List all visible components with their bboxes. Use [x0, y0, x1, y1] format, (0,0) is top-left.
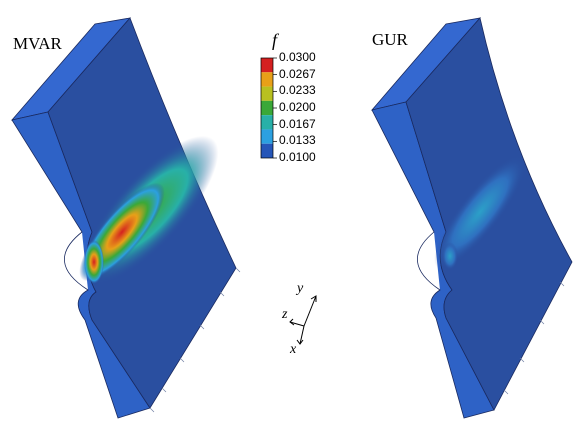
- axis-label-x: x: [290, 342, 297, 357]
- gur-side-hotspot: [442, 242, 458, 270]
- x-axis-arrow: [299, 325, 305, 345]
- colorbar: [260, 57, 277, 159]
- gur-specimen: [370, 17, 573, 419]
- colorbar-tick-label: 0.0233: [279, 83, 316, 98]
- mvar-edge-ticks: [149, 267, 241, 413]
- axes-triad: [289, 295, 317, 345]
- colorbar-tick-label: 0.0267: [279, 66, 316, 81]
- axis-label-z: z: [282, 307, 288, 322]
- mvar-title: MVAR: [13, 34, 62, 53]
- z-axis-arrow: [289, 321, 305, 327]
- axis-label-y: y: [297, 281, 304, 296]
- colorbar-swatch: [261, 129, 273, 144]
- gur-edge-ticks: [503, 281, 565, 395]
- colorbar-swatch: [261, 100, 273, 116]
- colorbar-tick-label: 0.0167: [279, 116, 316, 131]
- colorbar-swatch: [261, 115, 273, 130]
- gur-notch: [417, 231, 441, 291]
- colorbar-swatch: [261, 86, 273, 101]
- colorbar-tick-label: 0.0200: [279, 100, 316, 114]
- mvar-specimen: [10, 17, 241, 419]
- gur-faint-band: [434, 155, 526, 269]
- colorbar-title: f: [272, 30, 278, 50]
- colorbar-tick-label: 0.0100: [279, 150, 316, 164]
- colorbar-swatch: [261, 72, 273, 87]
- gur-title: GUR: [372, 30, 408, 49]
- colorbar-swatch: [261, 143, 273, 158]
- colorbar-tick-label: 0.0133: [279, 133, 316, 148]
- y-axis-arrow: [303, 295, 317, 327]
- mvar-side-hotspot: [84, 240, 104, 284]
- colorbar-swatch: [261, 58, 273, 73]
- colorbar-tick-label: 0.0300: [279, 50, 316, 64]
